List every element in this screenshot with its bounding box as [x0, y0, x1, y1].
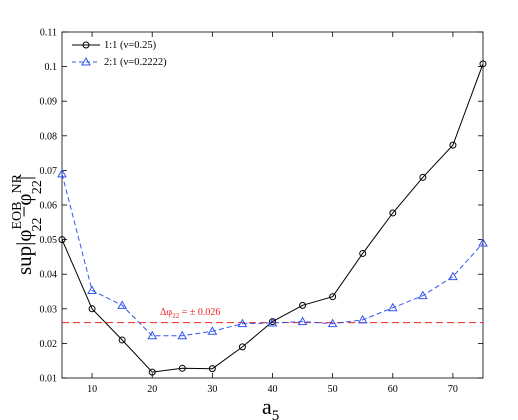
x-tick-label: 30 — [207, 384, 217, 395]
y-tick-label: 0.11 — [40, 28, 57, 39]
series-2-point — [327, 318, 338, 328]
x-axis-title: a5 — [262, 394, 279, 420]
y-tick-label: 0.03 — [40, 304, 58, 315]
series-1-point — [58, 236, 66, 244]
series-2-point — [87, 285, 97, 294]
series-1-point — [148, 368, 156, 376]
axis-ticks: 10 20 30 40 50 60 70 0.01 0.02 0.03 0.04 0.05 0.06 0.… — [40, 28, 483, 395]
series-1-point — [449, 141, 457, 149]
series-2-point — [237, 318, 248, 328]
series-1-point — [88, 305, 96, 313]
legend: 1:1 (ν=0.25) 2:1 (ν=0.2222) — [72, 40, 167, 68]
y-tick-label: 0.1 — [45, 62, 58, 73]
y-tick-label: 0.09 — [40, 97, 58, 108]
y-tick-label: 0.08 — [40, 131, 58, 142]
y-tick-label: 0.01 — [40, 374, 58, 385]
legend-label-series-2: 2:1 (ν=0.2222) — [104, 57, 167, 68]
x-tick-label: 50 — [328, 384, 338, 395]
series-2-point — [297, 316, 308, 326]
x-tick-label: 70 — [448, 384, 458, 395]
legend-marker-series-1 — [82, 41, 90, 49]
series-2-point — [417, 290, 428, 300]
reference-line-label-tail: = ± 0.026 — [179, 307, 220, 318]
legend-marker-series-2 — [81, 56, 91, 66]
x-tick-label: 10 — [87, 384, 97, 395]
series-1-point — [118, 336, 126, 344]
x-tick-label: 40 — [268, 384, 278, 395]
series-line-1 — [61, 63, 484, 373]
x-tick-label: 20 — [147, 384, 157, 395]
series-1-point — [178, 364, 186, 372]
x-tick-label: 60 — [388, 384, 398, 395]
x-axis-title-sub: 5 — [272, 408, 280, 420]
series-2-point — [117, 300, 128, 309]
series-1-point — [238, 343, 246, 351]
series-2-point — [207, 326, 218, 335]
y-tick-label: 0.04 — [40, 270, 58, 281]
series-line-2 — [61, 173, 484, 337]
series-1-point — [329, 293, 337, 301]
series-2-point — [267, 317, 278, 327]
y-tick-label: 0.05 — [40, 235, 58, 246]
series-2-point — [448, 271, 458, 281]
y-axis-title: sup|φEOB 22−φNR 22| — [10, 173, 45, 275]
series-1-point — [208, 365, 216, 373]
series-1-point — [479, 60, 487, 68]
y-tick-label: 0.02 — [40, 339, 58, 350]
series-group — [57, 60, 488, 376]
series-2-point — [57, 168, 67, 178]
series-1-point — [299, 301, 307, 309]
legend-label-series-1: 1:1 (ν=0.25) — [104, 40, 157, 51]
series-1-point — [389, 209, 397, 217]
series-1-point — [359, 249, 367, 257]
series-2-point — [387, 302, 398, 312]
series-2-point — [357, 314, 368, 324]
series-2-point — [478, 238, 488, 247]
series-2-point — [177, 330, 188, 340]
y-tick-label: 0.06 — [40, 201, 58, 212]
series-2-point — [147, 330, 158, 340]
plot-area: 10 20 30 40 50 60 70 0.01 0.02 0.03 0.04 0.05 0.06 0.… — [40, 28, 488, 395]
series-1-point — [419, 173, 427, 181]
reference-line-label-sub: 22 — [172, 312, 180, 320]
reference-line-label: Δφ22 = ± 0.026 — [160, 307, 220, 320]
y-tick-label: 0.07 — [40, 166, 58, 177]
